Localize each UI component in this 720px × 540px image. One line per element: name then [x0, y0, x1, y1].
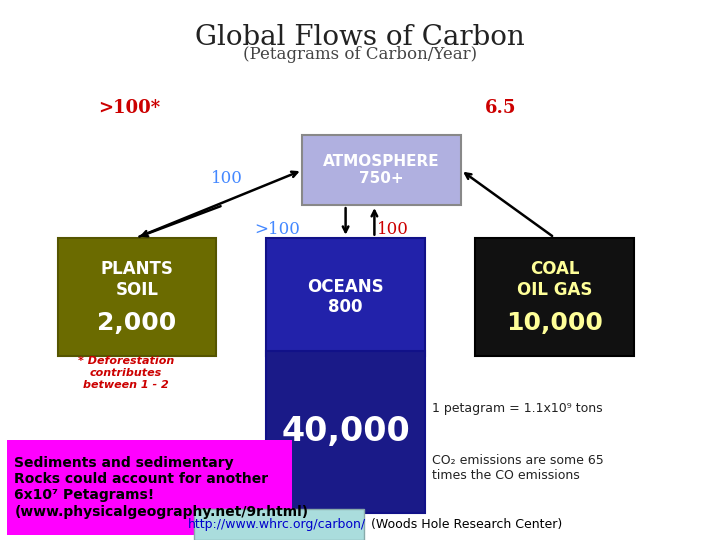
Text: 100: 100 [211, 170, 243, 187]
FancyBboxPatch shape [7, 440, 292, 535]
Text: ATMOSPHERE
750+: ATMOSPHERE 750+ [323, 154, 440, 186]
FancyBboxPatch shape [302, 135, 461, 205]
Text: * Deforestation
contributes
between 1 - 2: * Deforestation contributes between 1 - … [78, 356, 174, 389]
Text: CO₂ emissions are some 65
times the CO emissions: CO₂ emissions are some 65 times the CO e… [432, 454, 604, 482]
Text: http://www.whrc.org/carbon/: http://www.whrc.org/carbon/ [188, 518, 366, 531]
FancyBboxPatch shape [266, 238, 425, 356]
Text: >100*: >100* [99, 99, 161, 117]
Text: 10,000: 10,000 [506, 311, 603, 335]
FancyBboxPatch shape [475, 238, 634, 356]
Text: PLANTS
SOIL: PLANTS SOIL [100, 260, 174, 299]
Text: Global Flows of Carbon: Global Flows of Carbon [195, 24, 525, 51]
Text: Sediments and sedimentary
Rocks could account for another
6x10⁷ Petagrams!
(www.: Sediments and sedimentary Rocks could ac… [14, 456, 309, 518]
Text: 2,000: 2,000 [97, 311, 176, 335]
FancyBboxPatch shape [266, 351, 425, 513]
Text: >100: >100 [254, 221, 300, 238]
FancyBboxPatch shape [194, 509, 364, 540]
Text: 6.5: 6.5 [485, 99, 516, 117]
Text: 1 petagram = 1.1x10⁹ tons: 1 petagram = 1.1x10⁹ tons [432, 402, 603, 415]
Text: (Petagrams of Carbon/Year): (Petagrams of Carbon/Year) [243, 46, 477, 63]
Text: COAL
OIL GAS: COAL OIL GAS [517, 260, 592, 299]
Text: 100: 100 [377, 221, 408, 238]
Text: OCEANS
800: OCEANS 800 [307, 278, 384, 316]
Text: 40,000: 40,000 [282, 415, 410, 449]
Text: (Woods Hole Research Center): (Woods Hole Research Center) [371, 518, 562, 531]
FancyBboxPatch shape [58, 238, 216, 356]
